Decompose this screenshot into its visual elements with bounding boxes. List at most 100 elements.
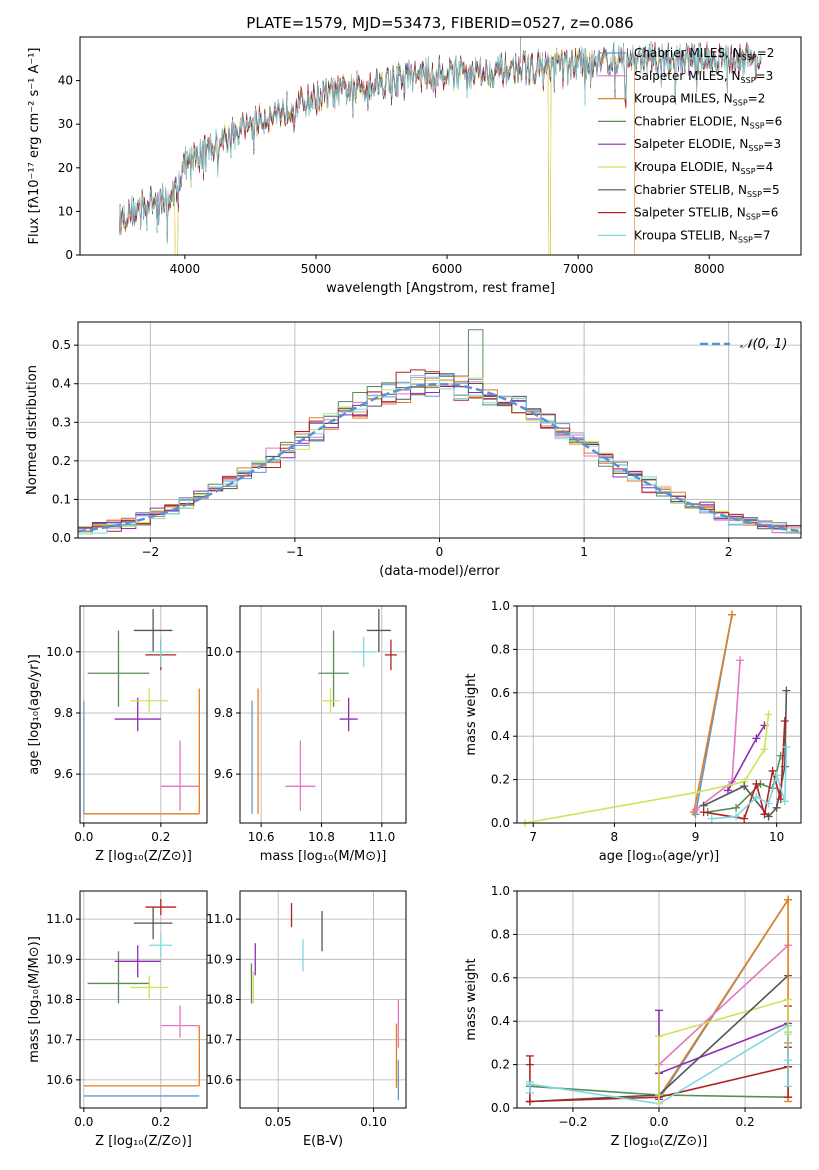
y-tick-label: 9.8 xyxy=(214,706,233,720)
x-tick-label: 0.2 xyxy=(151,830,170,844)
y-tick-label: 1.0 xyxy=(491,599,510,613)
x-axis-label: age [log₁₀(age/yr)] xyxy=(599,849,720,864)
panel-histogram: −2 −1 0 1 2 0.0 0.1 0.2 0.3 0.4 0.5 (data-model)/er… xyxy=(25,321,802,579)
weight-marker xyxy=(764,799,773,808)
panel-z-vs-age: 0.0 0.2 9.6 9.8 10.0 Z [log₁₀(Z/Z⊙)] age [log₁… xyxy=(27,605,208,864)
x-tick-label: 5000 xyxy=(301,262,332,276)
axes-frame xyxy=(516,605,802,824)
legend-label: Chabrier STELIB, NSSP=5 xyxy=(634,183,780,199)
y-tick-label: 0.3 xyxy=(52,415,71,429)
y-tick-label: 0.8 xyxy=(491,927,510,941)
legend-label: Salpeter MILES, NSSP=3 xyxy=(634,69,773,85)
x-tick-label: −1 xyxy=(286,545,304,559)
y-tick-label: 0.2 xyxy=(52,454,71,468)
weight-marker xyxy=(760,810,769,819)
weight-marker xyxy=(691,788,700,797)
panel-mass-vs-age: 10.6 10.8 11.0 9.6 9.8 10.0 mass [log₁₀(M/M⊙)] xyxy=(206,605,407,864)
y-axis-label: age [log₁₀(age/yr)] xyxy=(27,654,42,775)
y-tick-label: 20 xyxy=(58,161,73,175)
weight-marker xyxy=(764,812,773,821)
x-tick-label: 2 xyxy=(725,545,733,559)
y-tick-label: 0.6 xyxy=(491,971,510,985)
x-tick-label: 0.0 xyxy=(74,1115,93,1129)
x-axis-label: wavelength [Angstrom, rest frame] xyxy=(326,281,555,296)
y-tick-label: 0.1 xyxy=(52,492,71,506)
weight-line xyxy=(658,899,789,1098)
y-tick-label: 11.0 xyxy=(46,912,73,926)
weight-line xyxy=(658,1022,789,1075)
y-tick-label: 1.0 xyxy=(491,884,510,898)
y-tick-label: 10.9 xyxy=(206,952,233,966)
legend-label: Kroupa ELODIE, NSSP=4 xyxy=(634,160,773,176)
legend-label: Salpeter STELIB, NSSP=6 xyxy=(634,206,778,222)
spectrum-legend: Chabrier MILES, NSSP=2 Salpeter MILES, NS… xyxy=(598,46,782,244)
weight-marker xyxy=(736,656,745,665)
panel-z-vs-mass: 0.0 0.2 10.6 10.7 10.8 10.9 11.0 Z [log₁₀(Z/Z⊙)… xyxy=(27,890,208,1149)
y-tick-label: 0.0 xyxy=(52,531,71,545)
y-tick-label: 11.0 xyxy=(206,912,233,926)
spectrum-line xyxy=(119,41,762,245)
weight-marker xyxy=(764,710,773,719)
y-axis-label: mass weight xyxy=(464,958,479,1040)
weight-marker xyxy=(728,610,737,619)
weight-marker xyxy=(772,771,781,780)
weight-marker xyxy=(732,812,741,821)
y-tick-label: 9.6 xyxy=(214,767,233,781)
weight-marker xyxy=(760,745,769,754)
y-tick-label: 0.5 xyxy=(52,338,71,352)
y-tick-label: 0.0 xyxy=(491,816,510,830)
x-tick-label: −2 xyxy=(141,545,159,559)
y-tick-label: 0.4 xyxy=(491,729,510,743)
axes-frame xyxy=(239,605,407,824)
panel-spectrum: 4000 5000 6000 7000 8000 0 10 20 30 40 wavelength … xyxy=(27,36,802,296)
x-tick-label: 0.05 xyxy=(265,1115,292,1129)
x-axis-label: Z [log₁₀(Z/Z⊙)] xyxy=(611,1134,708,1149)
weight-marker xyxy=(752,734,761,743)
x-tick-label: 11.0 xyxy=(368,830,395,844)
legend-label: Kroupa MILES, NSSP=2 xyxy=(634,92,765,108)
panel-z-vs-weight: −0.2 0.0 0.2 0.0 0.2 0.4 0.6 0.8 1.0 Z [log₁₀(Z/Z… xyxy=(464,884,802,1149)
weight-marker xyxy=(782,743,791,752)
x-tick-label: 0.2 xyxy=(736,1115,755,1129)
legend-label: Chabrier ELODIE, NSSP=6 xyxy=(634,114,782,130)
y-tick-label: 10.7 xyxy=(46,1033,73,1047)
weight-marker xyxy=(752,779,761,788)
weight-line xyxy=(524,714,770,824)
axes-frame xyxy=(79,36,802,256)
y-tick-label: 30 xyxy=(58,117,73,131)
weight-marker xyxy=(782,686,791,695)
y-tick-label: 10.0 xyxy=(46,645,73,659)
y-tick-label: 0.0 xyxy=(491,1101,510,1115)
x-tick-label: 10.6 xyxy=(248,830,275,844)
x-tick-label: 0.0 xyxy=(649,1115,668,1129)
x-tick-label: 10.8 xyxy=(308,830,335,844)
y-tick-label: 9.8 xyxy=(54,706,73,720)
y-tick-label: 0.2 xyxy=(491,773,510,787)
weight-marker xyxy=(780,797,789,806)
y-tick-label: 10 xyxy=(58,204,73,218)
y-tick-label: 10.7 xyxy=(206,1033,233,1047)
x-tick-label: 0.0 xyxy=(74,830,93,844)
legend-label: Chabrier MILES, NSSP=2 xyxy=(634,46,774,62)
weight-marker xyxy=(768,766,777,775)
panel-ebv-vs-mass: 0.05 0.10 10.6 10.7 10.8 10.9 11.0 E(B-V) xyxy=(206,890,407,1149)
weight-line xyxy=(693,614,733,813)
weight-marker xyxy=(780,717,789,726)
y-tick-label: 10.9 xyxy=(46,952,73,966)
x-tick-label: 0.2 xyxy=(151,1115,170,1129)
y-axis-label: Flux [fλ10⁻¹⁷ erg cm⁻² s⁻¹ A⁻¹] xyxy=(27,48,42,245)
axes-frame xyxy=(239,890,407,1109)
x-axis-label: (data-model)/error xyxy=(379,564,500,579)
y-tick-label: 10.8 xyxy=(46,993,73,1007)
x-tick-label: 0.10 xyxy=(360,1115,387,1129)
x-tick-label: 1 xyxy=(580,545,588,559)
y-tick-label: 0 xyxy=(65,248,73,262)
weight-marker xyxy=(691,805,700,814)
x-tick-label: 6000 xyxy=(432,262,463,276)
legend-label-normal: 𝒩(0, 1) xyxy=(740,337,787,352)
legend-label: Kroupa STELIB, NSSP=7 xyxy=(634,228,771,244)
weight-marker xyxy=(699,808,708,817)
y-axis-label: mass [log₁₀(M/M⊙)] xyxy=(27,936,42,1063)
y-tick-label: 10.6 xyxy=(206,1073,233,1087)
